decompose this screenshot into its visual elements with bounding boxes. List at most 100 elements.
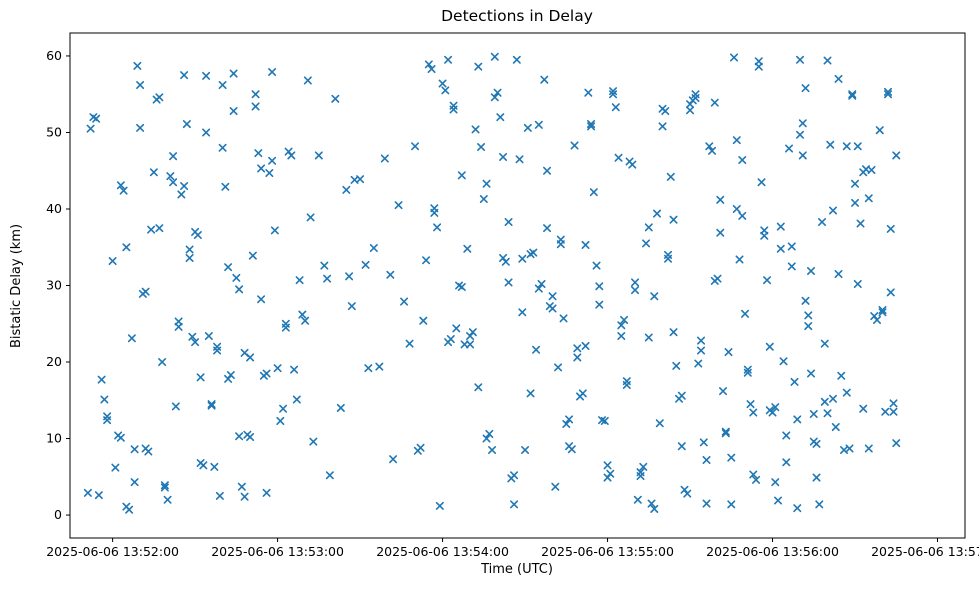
data-point-marker <box>526 389 535 398</box>
data-point-marker <box>435 501 444 510</box>
data-point-marker <box>763 276 772 285</box>
data-point-marker <box>776 244 785 253</box>
data-point-marker <box>518 308 527 317</box>
data-point-marker <box>581 341 590 350</box>
data-point-marker <box>845 444 854 453</box>
data-point-marker <box>551 482 560 491</box>
data-point-marker <box>229 69 238 78</box>
data-point-marker <box>534 284 543 293</box>
data-point-marker <box>389 455 398 464</box>
data-point-marker <box>881 407 890 416</box>
data-point-marker <box>614 153 623 162</box>
data-point-marker <box>716 195 725 204</box>
data-point-marker <box>713 274 722 283</box>
data-point-marker <box>521 446 530 455</box>
data-point-marker <box>633 495 642 504</box>
data-point-marker <box>482 434 491 443</box>
data-point-marker <box>276 416 285 425</box>
data-point-marker <box>295 276 304 285</box>
x-tick-label: 2025-06-06 13:57:00 <box>871 544 979 559</box>
data-point-marker <box>240 492 249 501</box>
data-point-marker <box>856 219 865 228</box>
data-point-marker <box>650 292 659 301</box>
data-point-marker <box>892 151 901 160</box>
data-point-marker <box>578 389 587 398</box>
data-point-marker <box>416 443 425 452</box>
data-point-marker <box>229 107 238 116</box>
data-point-marker <box>411 142 420 151</box>
data-point-marker <box>644 223 653 232</box>
data-point-marker <box>235 285 244 294</box>
data-point-marker <box>782 431 791 440</box>
data-point-marker <box>210 462 219 471</box>
data-point-marker <box>864 444 873 453</box>
data-point-marker <box>873 315 882 324</box>
axes-frame <box>69 32 966 539</box>
data-point-marker <box>265 169 274 178</box>
data-point-marker <box>798 151 807 160</box>
data-point-marker <box>727 453 736 462</box>
data-point-marker <box>493 88 502 97</box>
data-point-marker <box>774 496 783 505</box>
data-point-marker <box>485 429 494 438</box>
data-point-marker <box>345 272 354 281</box>
x-tick-label: 2025-06-06 13:56:00 <box>706 544 839 559</box>
data-point-marker <box>631 286 640 295</box>
data-point-marker <box>127 334 136 343</box>
data-point-marker <box>754 62 763 71</box>
data-point-marker <box>419 316 428 325</box>
data-point-marker <box>369 244 378 253</box>
data-point-marker <box>108 257 117 266</box>
data-point-marker <box>699 438 708 447</box>
data-point-marker <box>185 245 194 254</box>
data-point-marker <box>158 358 167 367</box>
data-point-marker <box>180 182 189 191</box>
data-point-marker <box>617 332 626 340</box>
data-point-marker <box>639 462 648 471</box>
data-point-marker <box>325 471 334 480</box>
data-point-marker <box>812 473 821 482</box>
data-point-marker <box>460 340 469 349</box>
data-point-marker <box>815 500 824 509</box>
data-point-marker <box>504 217 513 226</box>
data-point-marker <box>609 87 618 96</box>
data-point-marker <box>518 254 527 263</box>
data-point-marker <box>136 123 145 132</box>
data-point-marker <box>510 471 519 480</box>
chart-title: Detections in Delay <box>441 7 593 25</box>
data-point-marker <box>361 260 370 269</box>
data-point-marker <box>702 499 711 508</box>
data-point-marker <box>617 321 626 330</box>
data-point-marker <box>565 415 574 424</box>
data-point-marker <box>644 333 653 342</box>
data-point-marker <box>257 164 266 173</box>
data-point-marker <box>155 93 164 102</box>
data-point-marker <box>804 322 813 331</box>
data-point-marker <box>449 105 458 114</box>
data-point-marker <box>202 128 211 137</box>
data-point-marker <box>512 55 521 64</box>
data-point-marker <box>620 315 629 324</box>
data-point-marker <box>488 446 497 455</box>
data-point-marker <box>510 500 519 509</box>
data-point-marker <box>653 209 662 218</box>
data-point-marker <box>573 344 582 353</box>
data-point-marker <box>86 124 95 133</box>
data-point-marker <box>171 402 180 411</box>
data-point-marker <box>655 419 664 428</box>
data-point-marker <box>743 368 752 377</box>
data-point-marker <box>218 81 227 90</box>
data-point-marker <box>831 423 840 432</box>
data-point-marker <box>749 470 758 479</box>
data-point-marker <box>438 79 447 88</box>
data-point-marker <box>246 353 255 362</box>
data-point-marker <box>804 311 813 320</box>
data-point-marker <box>622 380 631 389</box>
data-point-marker <box>136 81 145 90</box>
data-point-marker <box>776 222 785 231</box>
data-point-marker <box>548 292 557 301</box>
data-point-marker <box>422 256 431 265</box>
data-point-marker <box>556 240 565 249</box>
data-point-marker <box>851 179 860 188</box>
